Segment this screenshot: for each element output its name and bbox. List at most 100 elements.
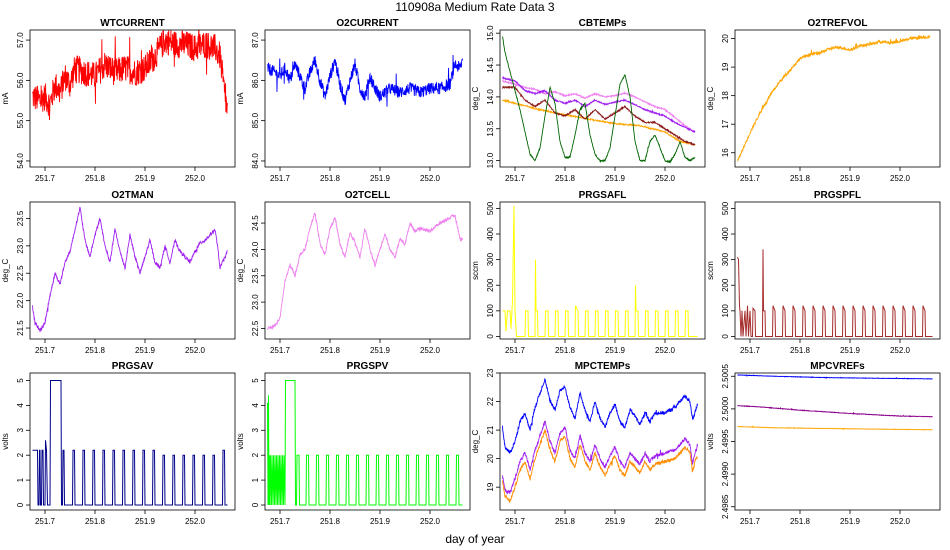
series-line-cbtemp-3 [502,75,696,134]
series-line-cbtemp-2 [502,79,696,133]
y-tick-label-prgspfl: 400 [721,227,730,241]
plot-frame-cbtemps [499,29,706,168]
y-tick-label-mpctemps: 22 [486,397,495,406]
chart-title-mpcvrefs: MPCVREFs [810,361,865,372]
x-tick-label-prgspfl: 252.0 [890,346,911,355]
y-axis-label-o2trefvol: deg_C [706,86,715,110]
y-tick-label-prgsav: 0 [16,502,25,507]
y-tick-label-mpctemps: 19 [486,482,495,491]
chart-title-o2tman: O2TMAN [111,190,153,201]
series-line-o2tman [32,206,228,333]
x-tick-label-wtcurrent: 251.9 [135,174,156,183]
y-tick-label-prgspfl: 500 [721,201,730,215]
y-tick-label-prgspfl: 0 [721,334,730,339]
x-tick-label-o2tman: 251.8 [85,346,106,355]
y-tick-label-o2current: 87.0 [251,32,260,48]
y-tick-label-prgsafl: 200 [486,278,495,292]
x-tick-label-o2trefvol: 251.8 [790,174,811,183]
y-tick-label-o2trefvol: 17 [721,119,730,128]
plot-frame-o2tman [29,201,236,340]
x-tick-label-prgspv: 252.0 [420,517,441,526]
x-tick-label-wtcurrent: 251.8 [85,174,106,183]
y-tick-label-o2tman: 23.0 [16,238,25,254]
plot-frame-prgsav [29,372,236,511]
y-tick-label-mpcvrefs: 2.5000 [721,396,730,421]
y-tick-label-prgsafl: 0 [486,334,495,339]
y-tick-label-prgsafl: 300 [486,252,495,266]
y-tick-label-prgsafl: 100 [486,304,495,318]
y-tick-label-prgsav: 5 [16,378,25,383]
y-axis-label-prgspfl: sccm [706,261,715,280]
y-tick-label-prgsafl: 500 [486,201,495,215]
x-tick-label-o2tman: 252.0 [185,346,206,355]
chart-title-prgsav: PRGSAV [112,361,154,372]
y-tick-label-prgspv: 1 [251,477,260,482]
y-axis-label-mpcvrefs: volts [706,433,715,449]
y-tick-label-o2current: 84.0 [251,153,260,169]
y-tick-label-cbtemps: 14.5 [486,57,495,73]
y-axis-label-o2current: mA [236,92,245,105]
plot-frame-mpcvrefs [734,372,941,511]
series-line-prgspv [267,379,463,506]
y-tick-label-prgsav: 1 [16,477,25,482]
x-tick-label-mpcvrefs: 251.7 [740,517,761,526]
x-tick-label-prgspv: 251.7 [270,517,291,526]
y-tick-label-o2tcell: 24.0 [251,241,260,257]
y-tick-label-o2tman: 23.5 [16,210,25,226]
series-line-o2trefvol [737,34,931,162]
y-axis-label-o2tman: deg_C [1,258,10,282]
x-tick-label-mpctemps: 251.7 [505,517,526,526]
y-axis-label-o2tcell: deg_C [236,258,245,282]
y-axis-label-cbtemps: deg_C [471,86,480,110]
series-line-cbtemp-5 [502,36,696,164]
x-tick-label-o2tman: 251.9 [135,346,156,355]
x-tick-label-o2current: 251.8 [320,174,341,183]
x-tick-label-mpctemps: 251.9 [605,517,626,526]
panel-o2current: O2CURRENT mA 251.7 251.8 251.9 252.0 84.0 85.0 8… [236,18,471,183]
x-tick-label-o2tcell: 251.9 [370,346,391,355]
x-tick-label-prgsafl: 252.0 [655,346,676,355]
y-tick-label-cbtemps: 15.0 [486,25,495,41]
y-tick-label-o2tman: 22.5 [16,265,25,281]
series-line-prgsav [32,379,228,506]
x-tick-label-mpcvrefs: 251.8 [790,517,811,526]
y-tick-label-o2current: 86.0 [251,72,260,88]
plot-frame-prgspv [264,372,471,511]
y-tick-label-o2tman: 21.5 [16,320,25,336]
x-tick-label-prgsav: 251.8 [85,517,106,526]
x-tick-label-prgspfl: 251.7 [740,346,761,355]
panel-prgspfl: PRGSPFL sccm 251.7 251.8 251.9 252.0 0 100 200 30… [706,190,941,355]
x-tick-label-prgsafl: 251.7 [505,346,526,355]
y-tick-label-prgspv: 4 [251,403,260,408]
y-tick-label-o2tcell: 24.5 [251,215,260,231]
y-tick-label-cbtemps: 13.5 [486,120,495,136]
x-tick-label-o2current: 252.0 [420,174,441,183]
series-line-mpcvref-1 [737,374,933,380]
panel-mpctemps: MPCTEMPs deg_C 251.7 251.8 251.9 252.0 19 20 21 2… [471,361,706,526]
y-tick-label-prgsav: 2 [16,452,25,457]
y-tick-label-wtcurrent: 55.0 [16,112,25,128]
plot-frame-prgsafl [499,201,706,340]
panel-o2tcell: O2TCELL deg_C 251.7 251.8 251.9 252.0 22.5 23.0… [236,190,471,355]
y-tick-label-prgspv: 2 [251,452,260,457]
x-tick-label-prgspfl: 251.9 [840,346,861,355]
chart-title-o2current: O2CURRENT [336,18,398,29]
y-tick-label-mpcvrefs: 2.4985 [721,494,730,519]
chart-title-o2tcell: O2TCELL [345,190,391,201]
series-line-prgspfl [737,249,933,337]
x-tick-label-prgspv: 251.8 [320,517,341,526]
page-title: 110908a Medium Rate Data 3 [395,0,555,14]
panel-prgsafl: PRGSAFL sccm 251.7 251.8 251.9 252.0 0 100 200 30… [471,190,706,355]
chart-title-wtcurrent: WTCURRENT [100,18,164,29]
y-tick-label-prgspv: 0 [251,502,260,507]
plot-frame-o2current [264,29,471,168]
y-tick-label-o2trefvol: 19 [721,62,730,71]
y-axis-label-prgspv: volts [236,433,245,449]
chart-title-cbtemps: CBTEMPs [579,18,627,29]
x-tick-label-prgspfl: 251.8 [790,346,811,355]
x-tick-label-mpctemps: 252.0 [655,517,676,526]
x-tick-label-o2current: 251.7 [270,174,291,183]
x-tick-label-mpcvrefs: 252.0 [890,517,911,526]
x-tick-label-cbtemps: 251.9 [605,174,626,183]
